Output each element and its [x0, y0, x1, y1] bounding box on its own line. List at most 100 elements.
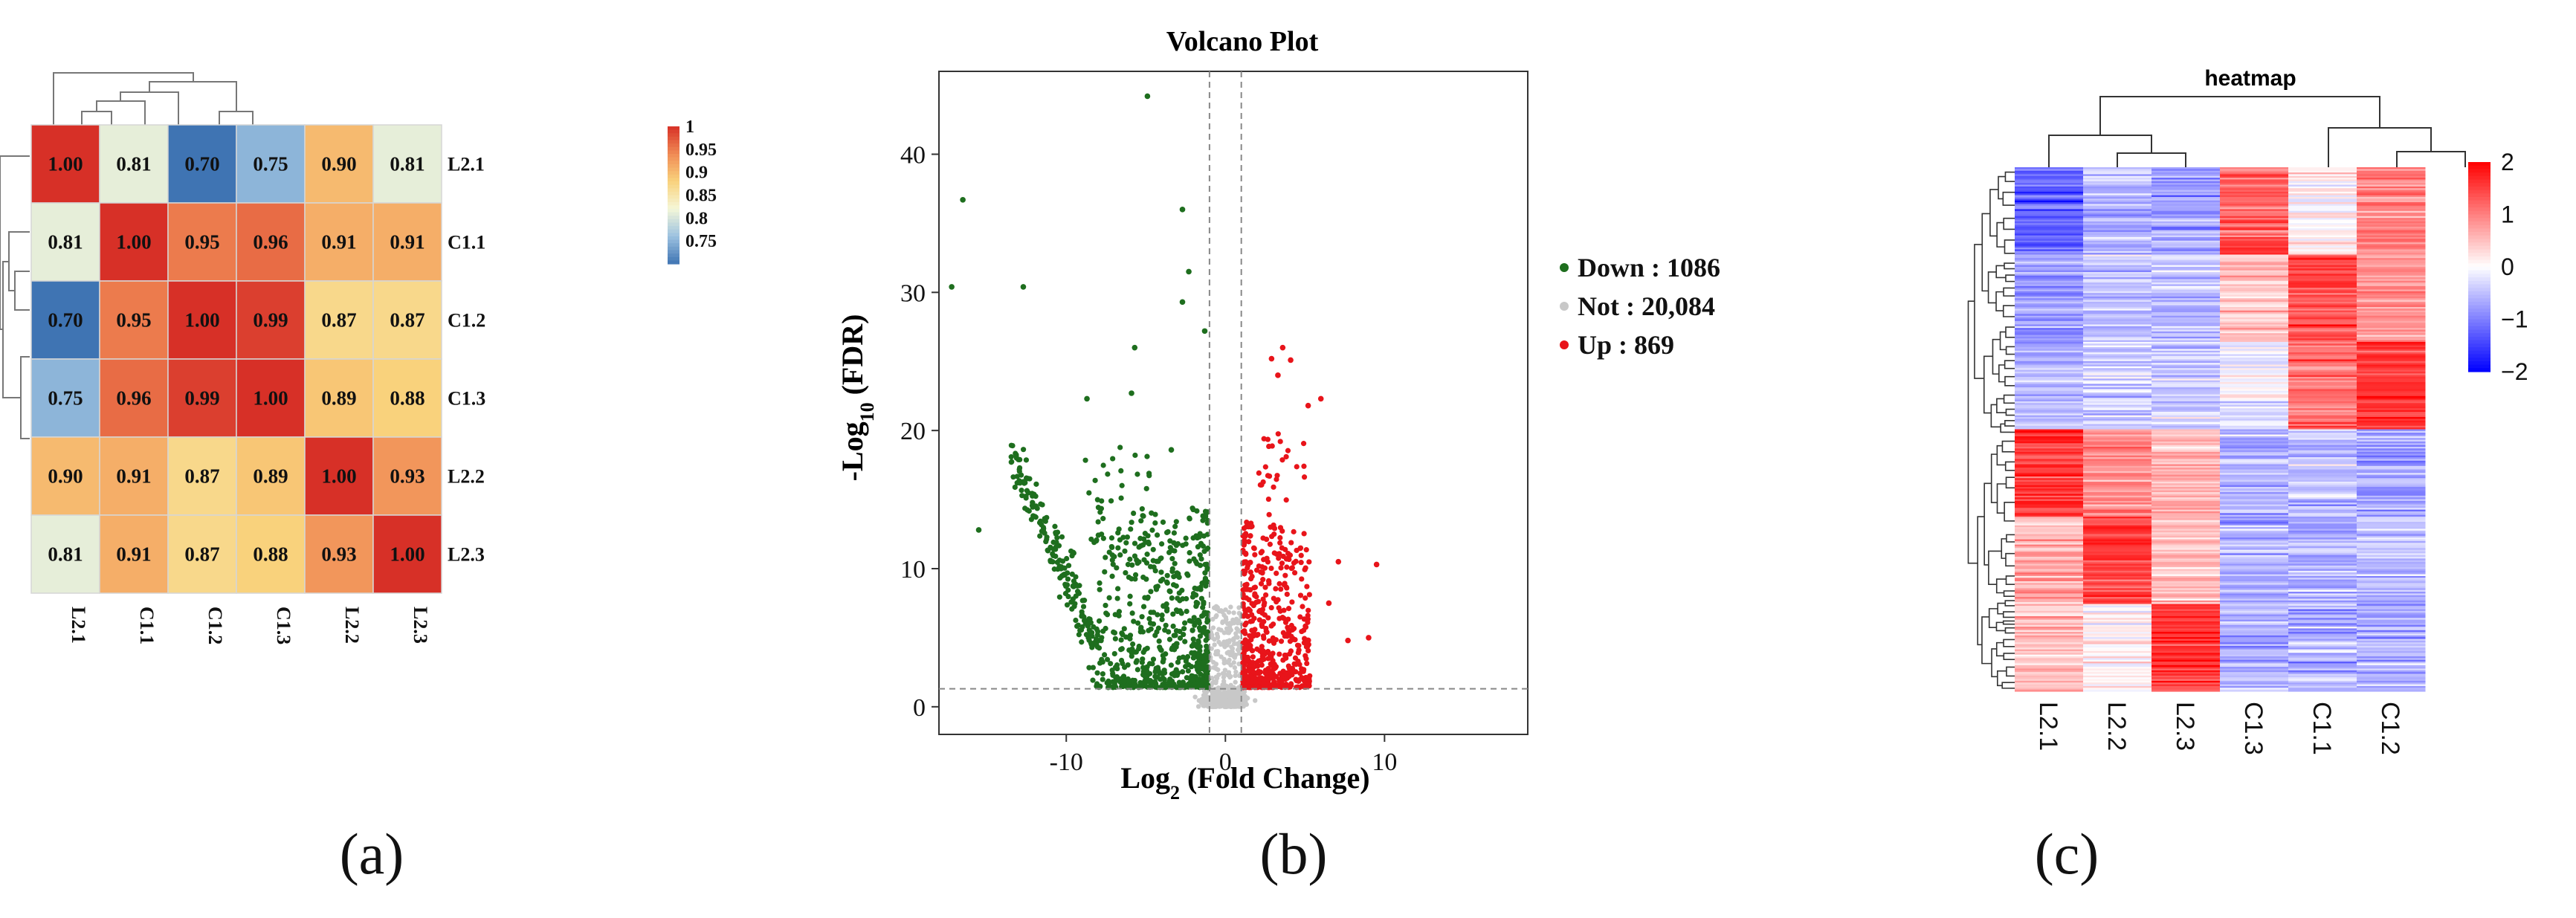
heatmap-cell	[2015, 263, 2084, 266]
heatmap-cell	[2083, 499, 2152, 502]
down-point	[1092, 477, 1098, 483]
down-point	[1058, 566, 1064, 572]
heatmap-cell	[2151, 417, 2221, 419]
down-point	[1150, 610, 1157, 615]
heatmap-cell	[2220, 455, 2289, 458]
heatmap-cell	[2083, 453, 2152, 456]
heatmap-cell	[2220, 529, 2289, 531]
down-point	[1166, 588, 1172, 594]
heatmap-cell	[2357, 563, 2426, 566]
heatmap-cell	[2083, 520, 2152, 523]
heatmap-cell	[2015, 404, 2084, 407]
down-point	[1160, 682, 1166, 688]
heatmap-cell	[2083, 303, 2152, 306]
heatmap-cell	[2357, 436, 2426, 439]
down-point	[1094, 681, 1100, 687]
colorbar-segment	[668, 256, 679, 261]
heatmap-cell	[2220, 619, 2289, 622]
heatmap-cell	[2357, 202, 2426, 204]
down-point	[1163, 622, 1169, 628]
heatmap-cell	[2083, 665, 2152, 668]
down-point	[1086, 616, 1092, 622]
down-point	[1056, 594, 1062, 600]
down-point	[1189, 643, 1195, 649]
heatmap-cell	[2015, 607, 2084, 610]
heatmap-cell	[2151, 649, 2221, 652]
heatmap-cell	[2083, 436, 2152, 439]
heatmap-cell	[2288, 179, 2357, 182]
heatmap-cell	[2151, 518, 2221, 521]
up-point	[1284, 591, 1290, 598]
column-label: C1.1	[136, 607, 158, 644]
heatmap-cell	[2357, 207, 2426, 210]
down-point	[1065, 593, 1071, 600]
heatmap-cell	[2151, 497, 2221, 500]
heatmap-cell	[2083, 464, 2152, 467]
heatmap-cell	[2015, 525, 2084, 528]
up-point	[1259, 662, 1265, 668]
heatmap-cell	[2083, 645, 2152, 648]
heatmap-cell	[2015, 688, 2084, 691]
heatmap-cell	[2357, 679, 2426, 682]
heatmap-cell	[2015, 258, 2084, 261]
not-point	[1229, 644, 1234, 650]
down-point	[1119, 646, 1125, 652]
heatmap-cell	[2357, 205, 2426, 208]
heatmap-cell	[2151, 174, 2221, 177]
heatmap-cell	[2220, 621, 2289, 624]
heatmap-cell	[2357, 312, 2426, 314]
heatmap-cell	[2220, 178, 2289, 181]
heatmap-cell	[2357, 645, 2426, 648]
heatmap-cell	[2151, 355, 2221, 358]
heatmap-cell	[2083, 266, 2152, 269]
heatmap-cell	[2151, 565, 2221, 568]
up-point	[1274, 570, 1279, 576]
heatmap-cell	[2220, 464, 2289, 467]
heatmap-cell	[2220, 375, 2289, 378]
dendro-left-link	[2, 261, 21, 398]
heatmap-cell	[30, 358, 100, 438]
heatmap-cell	[2083, 314, 2152, 317]
up-point	[1299, 666, 1305, 672]
heatmap-cell	[2151, 668, 2221, 671]
heatmap-cell	[2083, 549, 2152, 552]
heatmap-cell	[2015, 529, 2084, 531]
heatmap-cell	[2151, 445, 2221, 447]
dendro-left-link	[1991, 648, 1998, 678]
heatmap-cell	[2220, 589, 2289, 592]
cell-value-label: 0.99	[253, 309, 288, 332]
heatmap-cell	[2083, 352, 2152, 355]
down-point	[1017, 480, 1023, 486]
heatmap-cell	[2220, 598, 2289, 601]
up-point	[1271, 484, 1276, 490]
heatmap-cell	[2220, 471, 2289, 473]
down-point	[1064, 602, 1071, 608]
down-points	[949, 93, 1211, 691]
heatmap-cell	[2015, 675, 2084, 678]
up-point	[1261, 676, 1267, 682]
heatmap-cell	[2151, 190, 2221, 193]
heatmap-cell	[2288, 210, 2357, 213]
heatmap-cell	[2083, 628, 2152, 631]
heatmap-cell	[2083, 408, 2152, 411]
heatmap-cell	[2015, 282, 2084, 285]
down-point	[1177, 681, 1183, 687]
heatmap-cell	[2288, 675, 2357, 678]
heatmap-cell	[2357, 662, 2426, 664]
up-point	[1250, 654, 1256, 660]
heatmap-cell	[2220, 412, 2289, 414]
heatmap-cell	[2015, 684, 2084, 687]
heatmap-cell	[2288, 517, 2357, 519]
not-point	[1216, 697, 1221, 702]
heatmap-cell	[2357, 627, 2426, 629]
heatmap-cell	[2357, 285, 2426, 288]
heatmap-cell	[2015, 373, 2084, 376]
heatmap-cell	[2083, 650, 2152, 653]
heatmap-cell	[2083, 218, 2152, 221]
heatmap-cell	[2357, 349, 2426, 352]
heatmap-cell	[2220, 584, 2289, 587]
heatmap-cell	[2220, 328, 2289, 331]
legend-label: Down : 1086	[1578, 253, 1720, 282]
heatmap-cell	[2357, 305, 2426, 308]
heatmap-cell	[2083, 586, 2152, 589]
